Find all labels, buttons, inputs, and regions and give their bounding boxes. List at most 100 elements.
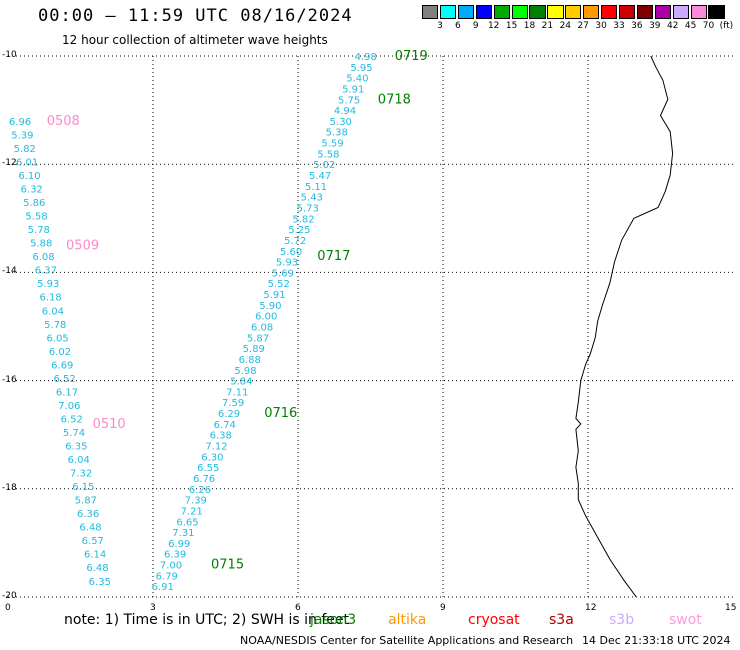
pass-time-label: 0510 [93,417,126,432]
wave-height-label: 6.17 [56,387,78,398]
coastline [575,55,674,598]
wave-height-label: 5.84 [230,377,252,388]
wave-height-label: 6.48 [86,563,108,574]
page-subtitle: 12 hour collection of altimeter wave hei… [62,33,328,47]
wave-height-label: 7.06 [58,401,80,412]
legend-swatch [547,5,564,19]
wave-height-label: 6.35 [65,442,87,453]
pass-time-label: 0718 [378,92,411,107]
credit-line: NOAA/NESDIS Center for Satellite Applica… [240,634,574,647]
y-tick-label: -14 [2,266,17,277]
wave-height-label: 5.25 [288,225,310,236]
wave-height-label: 5.59 [321,139,343,150]
pass-time-label: 0715 [211,558,244,573]
legend-label: 15 [505,21,518,31]
satellite-name: s3b [609,612,635,628]
wave-height-label: 6.76 [193,474,215,485]
wave-height-label: 6.30 [201,452,223,463]
wave-height-label: 5.93 [37,279,59,290]
wave-height-label: 6.08 [251,323,273,334]
y-tick-label: -10 [2,50,17,60]
wave-height-label: 6.57 [82,536,104,547]
legend-swatch [654,5,671,19]
wave-height-label: 5.91 [342,85,364,96]
wave-height-label: 5.73 [297,204,319,215]
wave-height-label: 6.18 [39,293,61,304]
legend-swatch [636,5,654,19]
wave-height-label: 6.04 [68,455,90,466]
x-tick-label: 9 [440,603,446,613]
wave-height-label: 5.87 [75,496,97,507]
legend-label: 36 [631,21,643,31]
wave-height-label: 5.52 [268,279,290,290]
wave-height-label: 5.58 [317,149,339,160]
wave-height-label: 7.39 [185,496,207,507]
legend-swatch [439,5,457,19]
satellite-name: swot [669,612,702,628]
wave-height-label: 5.38 [326,128,348,139]
satellite-name: cryosat [468,612,520,628]
x-tick-label: 0 [5,603,11,613]
wave-height-label: 6.79 [156,571,178,582]
footer-note: note: 1) Time is in UTC; 2) SWH is in fe… [64,612,350,628]
legend-swatch [529,5,546,19]
wave-height-label: 6.15 [72,482,94,493]
legend-label: 70 [702,21,715,31]
wave-height-label: 5.74 [63,428,85,439]
wave-height-label: 5.86 [23,198,45,209]
wave-height-label: 4.94 [334,106,356,117]
wave-height-label: 6.29 [218,409,240,420]
wave-height-label: 6.96 [9,117,31,128]
pass-time-label: 0716 [264,406,297,421]
wave-height-label: 6.35 [89,577,111,588]
wave-height-label: 5.11 [305,182,327,193]
legend-label: 42 [666,21,679,31]
legend-label: (ft) [719,21,734,31]
legend-label: 45 [684,21,697,31]
wave-height-label: 6.88 [239,355,261,366]
wave-height-label: 5.82 [14,144,36,155]
wave-height-label: 6.08 [32,252,54,263]
wave-height-label: 4.98 [355,52,377,63]
y-tick-label: -18 [2,482,17,493]
wave-height-label: 6.32 [21,185,43,196]
satellite-name: altika [388,612,427,628]
legend-label: 3 [437,21,443,31]
wave-height-label: 6.01 [16,158,38,169]
altimeter-tracks: 4.985.955.405.915.754.945.305.385.595.58… [9,49,428,593]
wave-height-label: 5.39 [11,130,33,141]
wave-height-label: 5.75 [338,95,360,106]
wave-height-label: 5.30 [330,117,352,128]
legend-swatch [422,5,439,19]
pass-time-label: 0509 [66,238,99,253]
y-tick-label: -20 [2,591,17,601]
wave-height-label: 5.78 [28,225,50,236]
x-tick-label: 15 [725,603,737,613]
wave-height-label: 5.40 [346,74,368,85]
wave-height-label: 5.69 [272,268,294,279]
legend-label: 21 [541,21,554,31]
legend-swatch [672,5,689,19]
wave-height-label: 6.36 [77,509,99,520]
wave-height-label: 6.38 [210,431,232,442]
wave-height-label: 5.90 [259,301,281,312]
pass-time-label: 0717 [317,249,350,264]
legend-label: 27 [577,21,589,31]
wave-height-label: 6.14 [84,550,106,561]
wave-height-label: 6.39 [164,550,186,561]
satellite-name: jason3 [310,612,357,628]
x-tick-label: 12 [585,603,597,613]
wave-height-label: 6.10 [18,171,40,182]
legend-swatch [565,5,582,19]
y-tick-label: -16 [2,374,17,385]
wave-height-label: 6.52 [61,415,83,426]
wave-height-label: 6.91 [152,582,174,593]
legend-swatch [493,5,510,19]
wave-height-label: 5.02 [313,160,335,171]
y-tick-label: -12 [2,158,17,169]
wave-height-label: 5.87 [247,333,269,344]
legend-label: 30 [595,21,607,31]
wave-height-label: 6.02 [49,347,71,358]
legend-swatch [475,5,492,19]
